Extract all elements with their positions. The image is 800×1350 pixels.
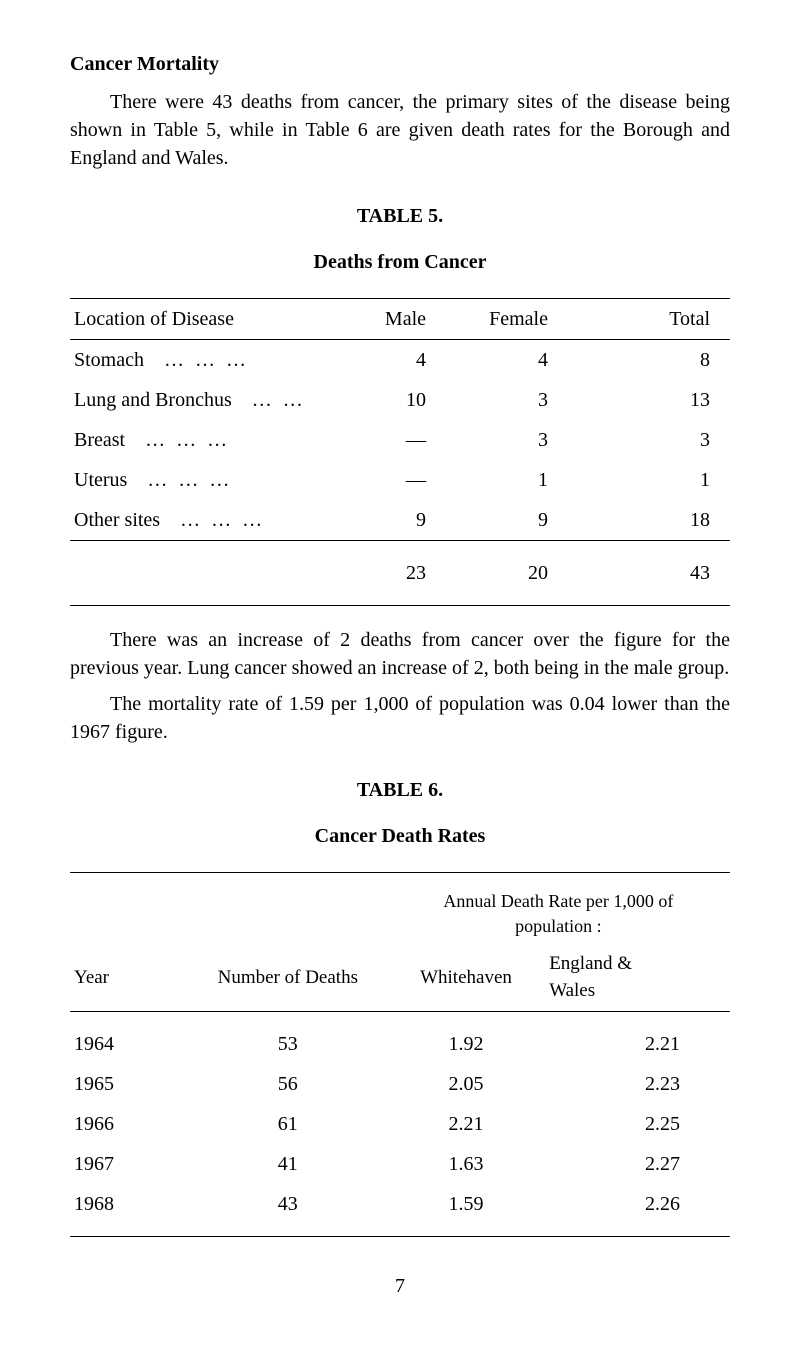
table-row: Stomach … … … 4 4 8 xyxy=(70,340,730,381)
table6-cell-year: 1965 xyxy=(70,1064,189,1104)
table5-cell-total: 1 xyxy=(598,460,730,500)
mid-paragraph-2: The mortality rate of 1.59 per 1,000 of … xyxy=(70,690,730,746)
table5-header-location: Location of Disease xyxy=(70,299,367,340)
table6-cell-whitehaven: 1.59 xyxy=(387,1184,545,1237)
table5-cell-female: 1 xyxy=(466,460,598,500)
table5-cell-location: Other sites … … … xyxy=(70,500,367,541)
table5-cell-total: 13 xyxy=(598,380,730,420)
table5-total-row: 23 20 43 xyxy=(70,541,730,606)
page-number: 7 xyxy=(70,1272,730,1300)
table5-cell-female: 3 xyxy=(466,380,598,420)
table5-title: Deaths from Cancer xyxy=(70,248,730,276)
table-row: 1966 61 2.21 2.25 xyxy=(70,1104,730,1144)
section-heading: Cancer Mortality xyxy=(70,50,730,78)
table6-cell-deaths: 61 xyxy=(189,1104,387,1144)
table-row: 1967 41 1.63 2.27 xyxy=(70,1144,730,1184)
table-row: Other sites … … … 9 9 18 xyxy=(70,500,730,541)
table5-cell-male: 10 xyxy=(367,380,466,420)
table6-header-england: England & Wales xyxy=(545,945,730,1011)
table5-cell-total: 8 xyxy=(598,340,730,381)
table6-cell-england: 2.23 xyxy=(545,1064,730,1104)
intro-paragraph: There were 43 deaths from cancer, the pr… xyxy=(70,88,730,172)
table6-cell-year: 1966 xyxy=(70,1104,189,1144)
table5: Location of Disease Male Female Total St… xyxy=(70,298,730,606)
table5-cell-male: 9 xyxy=(367,500,466,541)
table5-cell-location: Uterus … … … xyxy=(70,460,367,500)
table6-cell-england: 2.25 xyxy=(545,1104,730,1144)
table5-cell-total: 3 xyxy=(598,420,730,460)
table6-cell-deaths: 43 xyxy=(189,1184,387,1237)
table5-cell-location: Breast … … … xyxy=(70,420,367,460)
table5-cell-female: 4 xyxy=(466,340,598,381)
table6-annual-header: Annual Death Rate per 1,000 of populatio… xyxy=(387,873,730,946)
table6: Annual Death Rate per 1,000 of populatio… xyxy=(70,872,730,1237)
table6-cell-whitehaven: 1.63 xyxy=(387,1144,545,1184)
table6-cell-whitehaven: 2.21 xyxy=(387,1104,545,1144)
table-row: 1964 53 1.92 2.21 xyxy=(70,1011,730,1064)
table-row: Breast … … … — 3 3 xyxy=(70,420,730,460)
table6-cell-year: 1964 xyxy=(70,1011,189,1064)
table6-subheader-row: Year Number of Deaths Whitehaven England… xyxy=(70,945,730,1011)
table5-cell-male: 4 xyxy=(367,340,466,381)
table-row: 1968 43 1.59 2.26 xyxy=(70,1184,730,1237)
table-row: 1965 56 2.05 2.23 xyxy=(70,1064,730,1104)
table5-cell-male: — xyxy=(367,460,466,500)
table6-label: TABLE 6. xyxy=(70,776,730,804)
table6-header-deaths: Number of Deaths xyxy=(189,945,387,1011)
table6-header-whitehaven: Whitehaven xyxy=(387,945,545,1011)
table-row: Uterus … … … — 1 1 xyxy=(70,460,730,500)
mid-paragraph-1: There was an increase of 2 deaths from c… xyxy=(70,626,730,682)
table5-cell-location: Stomach … … … xyxy=(70,340,367,381)
table5-header-female: Female xyxy=(466,299,598,340)
table6-cell-deaths: 41 xyxy=(189,1144,387,1184)
table5-header-male: Male xyxy=(367,299,466,340)
table5-cell-location: Lung and Bronchus … … xyxy=(70,380,367,420)
table5-header-row: Location of Disease Male Female Total xyxy=(70,299,730,340)
table5-cell-female: 9 xyxy=(466,500,598,541)
table6-cell-england: 2.26 xyxy=(545,1184,730,1237)
table6-cell-year: 1968 xyxy=(70,1184,189,1237)
table5-total-female: 20 xyxy=(466,541,598,606)
table6-header-year: Year xyxy=(70,945,189,1011)
table6-cell-deaths: 56 xyxy=(189,1064,387,1104)
table5-label: TABLE 5. xyxy=(70,202,730,230)
table5-cell-female: 3 xyxy=(466,420,598,460)
table6-cell-year: 1967 xyxy=(70,1144,189,1184)
table6-cell-england: 2.21 xyxy=(545,1011,730,1064)
table-row: Lung and Bronchus … … 10 3 13 xyxy=(70,380,730,420)
table6-cell-whitehaven: 1.92 xyxy=(387,1011,545,1064)
table6-cell-england: 2.27 xyxy=(545,1144,730,1184)
table5-header-total: Total xyxy=(598,299,730,340)
table5-cell-male: — xyxy=(367,420,466,460)
table6-title: Cancer Death Rates xyxy=(70,822,730,850)
table5-total-total: 43 xyxy=(598,541,730,606)
table6-cell-whitehaven: 2.05 xyxy=(387,1064,545,1104)
table6-annual-header-row: Annual Death Rate per 1,000 of populatio… xyxy=(70,873,730,946)
table5-total-male: 23 xyxy=(367,541,466,606)
table5-cell-total: 18 xyxy=(598,500,730,541)
table6-cell-deaths: 53 xyxy=(189,1011,387,1064)
